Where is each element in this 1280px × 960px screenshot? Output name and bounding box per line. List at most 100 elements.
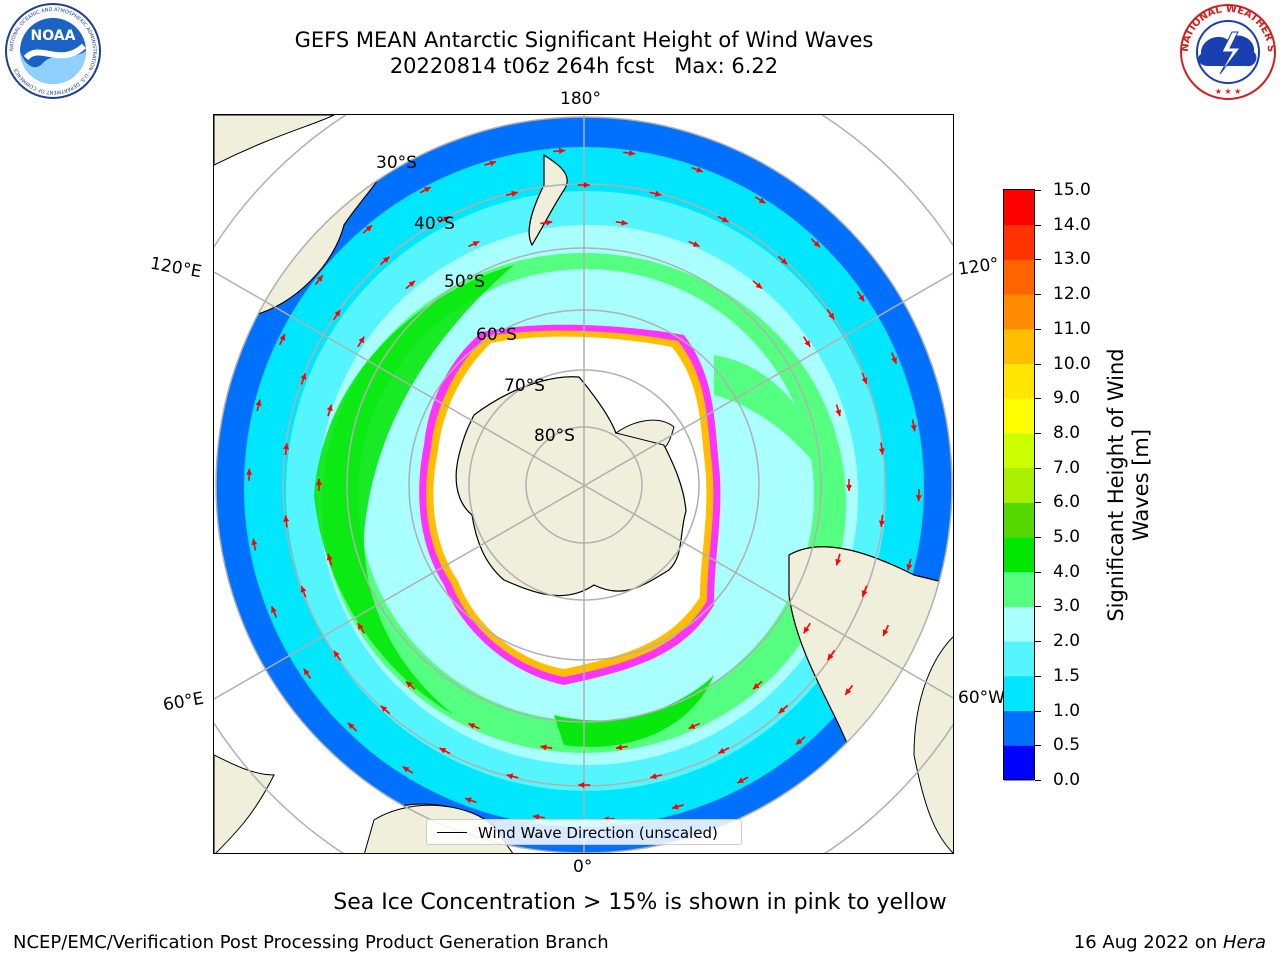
wave-direction-arrowhead xyxy=(737,777,744,783)
lon-label-120w: 120° xyxy=(956,254,1001,280)
colorbar-tick-mark xyxy=(1035,502,1041,504)
wave-direction-arrowhead xyxy=(861,590,868,597)
wave-direction-arrowhead xyxy=(532,813,540,820)
colorbar-tick-mark xyxy=(1035,571,1041,573)
lat-label-50s: 50°S xyxy=(444,272,485,292)
colorbar-segment xyxy=(1004,363,1034,399)
wave-direction-arrowhead xyxy=(316,479,322,485)
wave-direction-arrowhead xyxy=(279,334,285,341)
colorbar-segment xyxy=(1004,537,1034,573)
wave-direction-arrowhead xyxy=(334,309,341,317)
wave-direction-arrowhead xyxy=(883,629,889,636)
lon-label-180: 180° xyxy=(560,89,601,109)
lon-label-0: 0° xyxy=(573,857,593,877)
wave-direction-arrowhead xyxy=(906,563,913,571)
polar-map: 30°S 40°S 50°S 60°S 70°S 80°S xyxy=(213,114,954,854)
wave-direction-arrowhead xyxy=(804,340,811,347)
wave-direction-arrowhead xyxy=(300,586,307,593)
footer-date: 16 Aug 2022 on Hera xyxy=(1073,932,1266,953)
wave-direction-arrowhead xyxy=(578,781,585,788)
lon-label-60w: 60°W xyxy=(958,688,1005,708)
footer-credit: NCEP/EMC/Verification Post Processing Pr… xyxy=(13,932,609,953)
colorbar-segment xyxy=(1004,745,1034,781)
wave-direction-arrowhead xyxy=(845,688,852,695)
colorbar-tick-label: 8.0 xyxy=(1053,422,1081,443)
wave-direction-arrowhead xyxy=(615,744,623,751)
wave-direction-arrowhead xyxy=(795,738,803,745)
lon-label-60e: 60°E xyxy=(161,688,206,716)
wave-direction-arrowhead xyxy=(283,443,290,450)
colorbar-segment xyxy=(1004,432,1034,469)
colorbar-tick-label: 14.0 xyxy=(1053,214,1091,235)
wave-direction-arrowhead xyxy=(326,553,333,561)
noaa-logo-icon: NOAA NATIONAL OCEANIC AND ATMOSPHERIC AD… xyxy=(5,3,101,99)
colorbar-tick-mark xyxy=(1035,398,1041,400)
wave-direction-arrowhead xyxy=(255,399,262,407)
wave-direction-arrowhead xyxy=(506,773,514,780)
colorbar-segment xyxy=(1004,398,1034,434)
colorbar-segment xyxy=(1004,675,1034,712)
wave-direction-arrowhead xyxy=(439,747,447,754)
colorbar-tick-mark xyxy=(1035,328,1041,330)
wave-direction-arrowhead xyxy=(472,241,480,247)
colorbar-tick-label: 10.0 xyxy=(1053,353,1091,374)
wave-direction-arrowhead xyxy=(300,373,307,380)
sea-ice-note: Sea Ice Concentration > 15% is shown in … xyxy=(333,890,947,915)
wave-direction-arrowhead xyxy=(650,773,657,780)
wave-direction-arrowhead xyxy=(246,468,253,475)
wave-direction-arrowhead xyxy=(828,312,835,320)
wave-direction-arrowhead xyxy=(511,190,518,197)
map-legend: Wind Wave Direction (unscaled) xyxy=(426,819,742,845)
colorbar-tick-mark xyxy=(1035,606,1041,608)
wave-direction-arrowhead xyxy=(540,744,547,751)
colorbar-tick-label: 4.0 xyxy=(1053,561,1081,582)
wave-direction-arrowhead xyxy=(382,256,390,263)
colorbar-segment xyxy=(1004,502,1034,538)
wave-direction-arrowhead xyxy=(891,357,897,364)
colorbar-tick-label: 1.5 xyxy=(1053,665,1081,686)
lat-label-70s: 70°S xyxy=(504,376,545,396)
chart-subtitle: 20220814 t06z 264h fcst Max: 6.22 xyxy=(389,54,779,78)
colorbar-tick-mark xyxy=(1035,675,1041,677)
wave-direction-arrowhead xyxy=(316,275,323,282)
colorbar-segment xyxy=(1004,641,1034,677)
wind-wave-arrows xyxy=(246,147,922,823)
map-canvas xyxy=(214,115,953,853)
wave-direction-arrowhead xyxy=(558,147,566,154)
wave-direction-arrowhead xyxy=(718,747,726,754)
legend-line-icon xyxy=(437,832,467,833)
colorbar-segment xyxy=(1004,328,1034,365)
colorbar-tick-mark xyxy=(1035,190,1041,191)
lat-label-60s: 60°S xyxy=(476,325,517,345)
lon-label-120e: 120°E xyxy=(148,253,204,283)
wave-direction-arrowhead xyxy=(721,216,729,223)
wave-direction-arrowhead xyxy=(402,766,410,773)
colorbar-tick-label: 5.0 xyxy=(1053,527,1081,548)
wave-direction-arrowhead xyxy=(465,797,472,804)
wave-direction-arrowhead xyxy=(251,538,258,546)
colorbar-tick-label: 2.0 xyxy=(1053,631,1081,652)
wave-direction-arrowhead xyxy=(803,626,810,634)
wave-direction-arrowhead xyxy=(621,219,628,226)
colorbar-tick-mark xyxy=(1035,537,1041,539)
colorbar-tick-label: 0.5 xyxy=(1053,735,1081,756)
colorbar-tick-label: 7.0 xyxy=(1053,457,1081,478)
wave-direction-arrowhead xyxy=(348,722,355,730)
colorbar-tick-mark xyxy=(1035,467,1041,469)
lat-label-80s: 80°S xyxy=(534,426,575,446)
colorbar-tick-label: 13.0 xyxy=(1053,249,1091,270)
colorbar-tick-mark xyxy=(1035,745,1041,747)
colorbar xyxy=(1003,189,1035,781)
colorbar-tick-label: 15.0 xyxy=(1053,180,1091,200)
wave-direction-arrowhead xyxy=(283,515,290,522)
wave-direction-arrowhead xyxy=(545,219,553,226)
colorbar-segment xyxy=(1004,190,1034,226)
colorbar-tick-mark xyxy=(1035,363,1041,365)
wave-direction-arrowhead xyxy=(813,240,820,248)
colorbar-tick-label: 11.0 xyxy=(1053,318,1091,339)
wave-direction-arrowhead xyxy=(878,520,885,527)
colorbar-tick-label: 9.0 xyxy=(1053,388,1081,409)
wave-direction-arrowhead xyxy=(758,197,766,204)
wave-height-field xyxy=(216,117,952,853)
wave-direction-arrowhead xyxy=(654,190,662,197)
